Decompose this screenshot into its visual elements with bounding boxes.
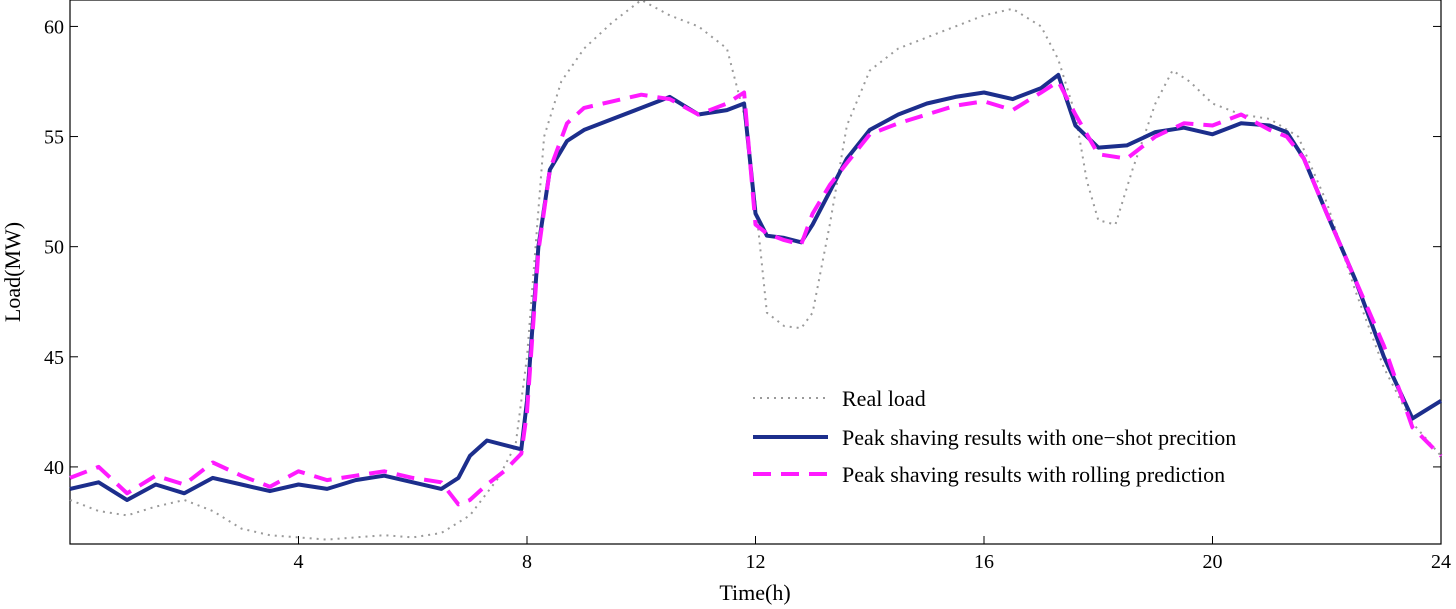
legend-label-one-shot: Peak shaving results with one−shot preci… bbox=[842, 425, 1236, 450]
ticks-layer: 4 8 12 16 20 24 40 45 50 55 60 bbox=[44, 16, 1451, 573]
y-tick-label: 45 bbox=[44, 347, 64, 369]
legend-label-real-load: Real load bbox=[842, 386, 926, 411]
legend: Real load Peak shaving results with one−… bbox=[753, 386, 1236, 487]
x-tick-label: 16 bbox=[974, 551, 994, 573]
series-line-2 bbox=[69, 79, 1443, 507]
x-tick-label: 20 bbox=[1203, 551, 1223, 573]
y-tick-label: 60 bbox=[44, 16, 64, 38]
y-axis-label: Load(MW) bbox=[0, 222, 25, 322]
series-layer bbox=[69, 0, 1443, 541]
series-line-1 bbox=[69, 72, 1443, 502]
x-tick-label: 8 bbox=[522, 551, 532, 573]
x-tick-label: 12 bbox=[746, 551, 766, 573]
x-tick-label: 24 bbox=[1431, 551, 1451, 573]
x-axis-label: Time(h) bbox=[719, 580, 790, 605]
y-tick-label: 55 bbox=[44, 127, 64, 149]
y-tick-label: 40 bbox=[44, 457, 64, 479]
plot-area bbox=[69, 0, 1442, 545]
legend-label-rolling: Peak shaving results with rolling predic… bbox=[842, 462, 1225, 487]
y-tick-label: 50 bbox=[44, 237, 64, 259]
x-tick-label: 4 bbox=[294, 551, 304, 573]
series-line-0 bbox=[69, 0, 1442, 541]
